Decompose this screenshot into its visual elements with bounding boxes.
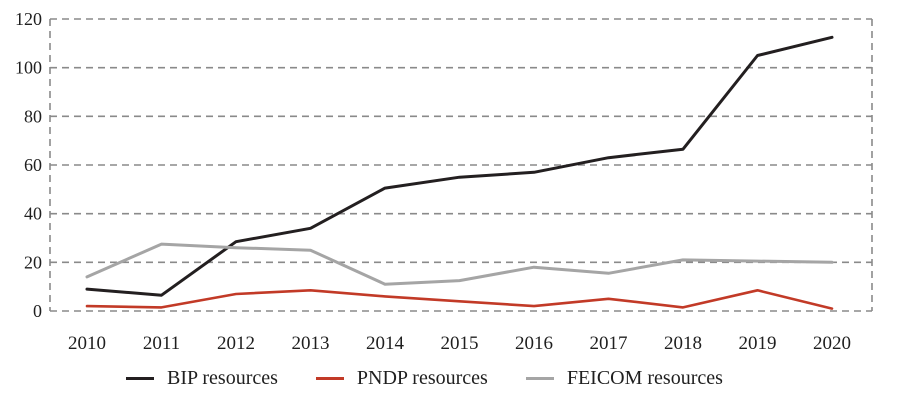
legend-item-feicom-resources: FEICOM resources [525,367,723,389]
x-tick-label: 2015 [441,333,479,354]
chart-legend: BIP resources PNDP resources FEICOM resour… [126,364,761,392]
y-tick-label: 100 [15,58,42,78]
legend-item-pndp-resources: PNDP resources [315,367,488,389]
series-line-bip-resources [85,35,834,297]
y-tick-label: 80 [24,106,42,126]
plot-area: 0 20 40 60 80 100 120 2010 2011 2012 2013 2014 2015 2… [15,9,873,354]
legend-line-swatch [126,376,154,380]
y-tick-label: 120 [15,9,42,29]
x-tick-label: 2014 [366,333,405,354]
x-tick-label: 2011 [143,333,180,354]
series-line-feicom-resources [85,242,834,286]
legend-label: BIP resources [167,367,278,389]
x-tick-label: 2019 [739,333,777,354]
x-tick-label: 2020 [813,333,851,354]
legend-label: FEICOM resources [566,367,723,389]
x-tick-label: 2017 [590,333,628,354]
x-tick-label: 2016 [515,333,553,354]
y-tick-label: 60 [24,155,42,175]
legend-label: PNDP resources [356,367,488,389]
legend-line-swatch [315,376,344,380]
series-line-pndp-resources [85,288,834,310]
y-tick-label: 20 [24,252,42,272]
x-tick-label: 2010 [68,333,106,354]
x-tick-label: 2018 [664,333,702,354]
y-tick-label: 0 [33,301,42,321]
y-tick-label: 40 [24,204,42,224]
legend-line-swatch [525,376,554,380]
legend-item-bip-resources: BIP resources [126,368,278,388]
x-tick-label: 2013 [292,333,330,354]
x-tick-label: 2012 [217,333,255,354]
